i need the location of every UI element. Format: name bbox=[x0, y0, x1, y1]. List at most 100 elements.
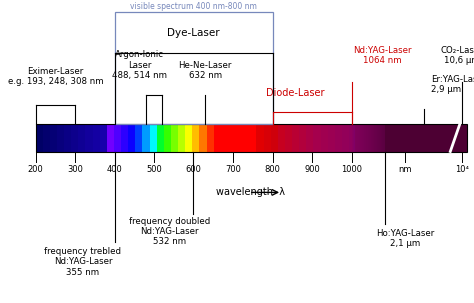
Bar bbox=[414, 124, 415, 152]
Bar bbox=[462, 124, 463, 152]
Bar bbox=[271, 124, 278, 152]
Bar bbox=[454, 124, 455, 152]
Bar bbox=[85, 124, 92, 152]
Text: Dye-Laser: Dye-Laser bbox=[167, 28, 220, 38]
Bar bbox=[78, 124, 85, 152]
Bar bbox=[411, 124, 412, 152]
Bar bbox=[441, 124, 442, 152]
Bar bbox=[413, 124, 414, 152]
Bar bbox=[432, 124, 433, 152]
Bar bbox=[403, 124, 404, 152]
Bar bbox=[455, 124, 456, 152]
Bar bbox=[461, 124, 462, 152]
Bar bbox=[413, 124, 414, 152]
Bar bbox=[354, 124, 355, 152]
Bar bbox=[419, 124, 420, 152]
Bar bbox=[454, 124, 455, 152]
Bar bbox=[221, 124, 228, 152]
Bar bbox=[356, 124, 357, 152]
Bar bbox=[440, 124, 441, 152]
Bar bbox=[448, 124, 449, 152]
Bar bbox=[64, 124, 71, 152]
Bar bbox=[452, 124, 453, 152]
Bar bbox=[366, 124, 367, 152]
Bar bbox=[313, 124, 320, 152]
Bar bbox=[441, 124, 442, 152]
Bar bbox=[353, 124, 354, 152]
Bar bbox=[278, 124, 285, 152]
Bar bbox=[418, 124, 419, 152]
Bar bbox=[443, 124, 444, 152]
Bar bbox=[358, 124, 359, 152]
Bar bbox=[439, 124, 440, 152]
Bar bbox=[437, 124, 438, 152]
Bar bbox=[442, 124, 443, 152]
Bar bbox=[357, 124, 358, 152]
Bar bbox=[390, 124, 391, 152]
Bar bbox=[464, 124, 465, 152]
Bar bbox=[214, 124, 221, 152]
Bar bbox=[306, 124, 313, 152]
Bar bbox=[402, 124, 403, 152]
Bar bbox=[361, 124, 362, 152]
Bar bbox=[380, 124, 381, 152]
Bar bbox=[395, 124, 396, 152]
Bar bbox=[427, 124, 428, 152]
Bar bbox=[406, 124, 407, 152]
Text: 900: 900 bbox=[304, 165, 320, 174]
Bar bbox=[445, 124, 446, 152]
Bar bbox=[406, 124, 407, 152]
Bar bbox=[431, 124, 432, 152]
Bar bbox=[414, 124, 415, 152]
Bar bbox=[430, 124, 431, 152]
Bar bbox=[43, 124, 50, 152]
Bar bbox=[421, 124, 422, 152]
Bar bbox=[383, 124, 384, 152]
Bar bbox=[463, 124, 464, 152]
Bar bbox=[375, 124, 376, 152]
Text: He-Ne-Laser
632 nm: He-Ne-Laser 632 nm bbox=[179, 61, 232, 80]
Bar bbox=[444, 124, 445, 152]
Bar bbox=[128, 124, 135, 152]
Bar bbox=[363, 124, 364, 152]
Bar bbox=[427, 124, 428, 152]
Bar bbox=[465, 124, 466, 152]
Bar bbox=[440, 124, 441, 152]
Bar bbox=[446, 124, 447, 152]
Bar bbox=[449, 124, 450, 152]
Bar bbox=[360, 124, 361, 152]
Bar bbox=[463, 124, 464, 152]
Bar bbox=[452, 124, 453, 152]
Bar bbox=[408, 124, 409, 152]
Bar bbox=[441, 124, 442, 152]
Text: 400: 400 bbox=[107, 165, 123, 174]
Bar bbox=[426, 124, 427, 152]
Bar bbox=[192, 124, 200, 152]
Bar bbox=[461, 124, 462, 152]
Bar bbox=[459, 124, 460, 152]
Bar bbox=[370, 124, 371, 152]
Bar bbox=[200, 124, 207, 152]
Bar bbox=[446, 124, 447, 152]
Bar bbox=[445, 124, 446, 152]
Bar bbox=[461, 124, 462, 152]
Bar bbox=[429, 124, 430, 152]
Bar bbox=[423, 124, 424, 152]
Bar bbox=[367, 124, 368, 152]
Bar bbox=[435, 124, 436, 152]
Bar bbox=[446, 124, 447, 152]
Bar bbox=[464, 124, 465, 152]
Bar bbox=[452, 124, 453, 152]
Bar bbox=[349, 124, 352, 152]
Bar bbox=[392, 124, 393, 152]
Bar bbox=[398, 124, 399, 152]
Bar bbox=[456, 124, 457, 152]
Bar bbox=[164, 124, 171, 152]
Bar bbox=[92, 124, 100, 152]
Bar bbox=[427, 124, 428, 152]
Bar bbox=[442, 124, 443, 152]
Text: 600: 600 bbox=[185, 165, 201, 174]
Bar bbox=[457, 124, 458, 152]
Bar bbox=[420, 124, 421, 152]
Bar bbox=[462, 124, 463, 152]
